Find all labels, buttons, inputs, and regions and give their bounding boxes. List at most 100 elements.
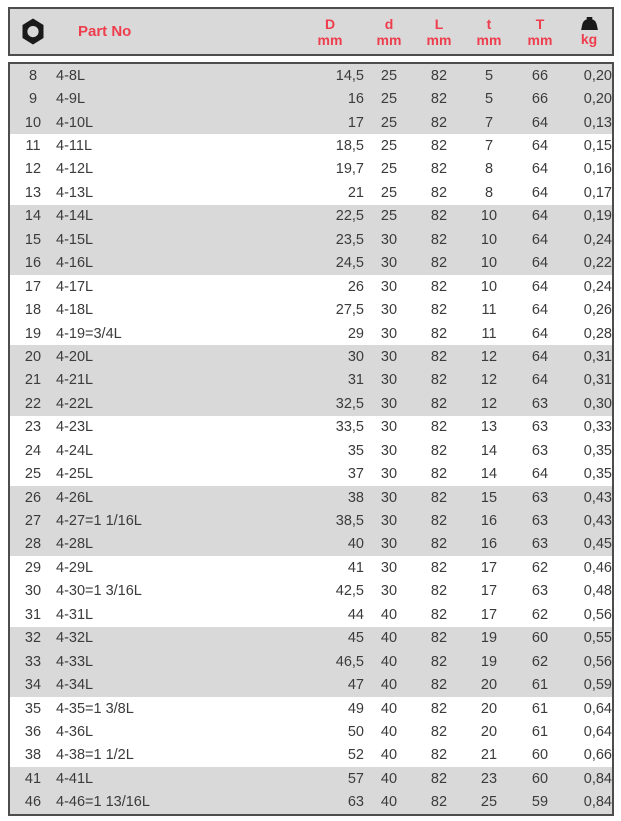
- cell-T: 62: [514, 649, 566, 674]
- cell-kg: 0,16: [583, 161, 612, 178]
- cell-D: 38: [296, 485, 364, 510]
- cell-T: 63: [531, 583, 549, 600]
- cell-kg: 0,17: [583, 184, 612, 201]
- cell-L: 82: [414, 228, 464, 252]
- table-row: 8 4-8L 14,5 25 82 5 66 0,20: [10, 64, 612, 88]
- cell-t: 10: [464, 251, 514, 275]
- table-row: 21 4-21L 31 30 82 12 64 0,31: [10, 368, 612, 393]
- cell-size: 34: [10, 673, 56, 697]
- cell-size: 20: [10, 345, 56, 369]
- cell-D: 26: [347, 278, 364, 295]
- cell-size: 15: [10, 228, 56, 252]
- cell-size: 18: [24, 302, 42, 319]
- cell-kg: 0,13: [566, 110, 612, 135]
- hex-nut-icon: [10, 18, 56, 45]
- table-row: 24 4-24L 35 30 82 14 63 0,35: [10, 439, 612, 462]
- cell-kg: 0,45: [566, 532, 612, 557]
- cell-size: 35: [24, 700, 42, 717]
- cell-D: 44: [347, 606, 364, 623]
- cell-size: 9: [10, 87, 56, 111]
- cell-T: 61: [514, 673, 566, 697]
- cell-L: 82: [414, 87, 464, 111]
- cell-kg: 0,55: [566, 626, 612, 650]
- cell-L: 82: [430, 723, 448, 740]
- cell-T: 61: [531, 700, 549, 717]
- cell-size: 31: [24, 606, 42, 623]
- cell-kg: 0,46: [583, 559, 612, 576]
- cell-t: 7: [484, 138, 494, 155]
- cell-T: 64: [514, 110, 566, 135]
- cell-L: 82: [430, 138, 448, 155]
- cell-D: 57: [296, 767, 364, 791]
- table-row: 27 4-27=1 1/16L 38,5 30 82 16 63 0,43: [10, 509, 612, 533]
- cell-D: 17: [296, 110, 364, 135]
- cell-D: 21: [347, 184, 364, 201]
- cell-D: 50: [347, 723, 364, 740]
- table-row: 20 4-20L 30 30 82 12 64 0,31: [10, 345, 612, 369]
- cell-size: 29: [24, 559, 42, 576]
- cell-d: 30: [380, 466, 398, 483]
- cell-kg: 0,24: [566, 228, 612, 252]
- table-row: 38 4-38=1 1/2L 52 40 82 21 60 0,66: [10, 744, 612, 767]
- cell-D: 49: [347, 700, 364, 717]
- table-row: 11 4-11L 18,5 25 82 7 64 0,15: [10, 134, 612, 157]
- cell-T: 64: [531, 161, 549, 178]
- cell-part_no: 4-20L: [56, 345, 296, 369]
- cell-T: 63: [514, 485, 566, 510]
- table-row: 18 4-18L 27,5 30 82 11 64 0,26: [10, 298, 612, 321]
- cell-part_no: 4-31L: [56, 606, 94, 623]
- cell-size: 30: [24, 583, 42, 600]
- cell-part_no: 4-13L: [56, 184, 94, 201]
- cell-size: 8: [10, 64, 56, 88]
- table-row: 35 4-35=1 3/8L 49 40 82 20 61 0,64: [10, 697, 612, 720]
- cell-t: 23: [464, 767, 514, 791]
- cell-L: 82: [430, 184, 448, 201]
- cell-size: 25: [24, 466, 42, 483]
- cell-kg: 0,26: [583, 302, 612, 319]
- cell-t: 17: [480, 559, 498, 576]
- cell-kg: 0,64: [583, 700, 612, 717]
- cell-T: 64: [514, 204, 566, 229]
- cell-t: 20: [464, 673, 514, 697]
- table-row: 19 4-19=3/4L 29 30 82 11 64 0,28: [10, 322, 612, 345]
- cell-D: 45: [296, 626, 364, 650]
- cell-L: 82: [414, 64, 464, 88]
- cell-size: 14: [10, 204, 56, 229]
- cell-d: 30: [380, 442, 398, 459]
- cell-t: 12: [464, 345, 514, 369]
- cell-D: 22,5: [296, 204, 364, 229]
- cell-t: 25: [464, 790, 514, 814]
- cell-t: 19: [464, 649, 514, 674]
- cell-kg: 0,33: [583, 419, 612, 436]
- cell-D: 42,5: [335, 583, 364, 600]
- cell-T: 60: [531, 747, 549, 764]
- cell-kg: 0,15: [583, 138, 612, 155]
- cell-kg: 0,43: [566, 485, 612, 510]
- cell-t: 20: [480, 700, 498, 717]
- cell-part_no: 4-26L: [56, 485, 296, 510]
- parts-table-panel: 8 4-8L 14,5 25 82 5 66 0,20 9 4-9L 16 25 82 5 66 0,20 10…: [8, 62, 614, 816]
- table-row: 46 4-46=1 13/16L 63 40 82 25 59 0,84: [10, 790, 612, 814]
- cell-size: 11: [25, 138, 41, 155]
- cell-T: 59: [514, 790, 566, 814]
- table-row: 34 4-34L 47 40 82 20 61 0,59: [10, 673, 612, 697]
- table-row: 28 4-28L 40 30 82 16 63 0,45: [10, 532, 612, 557]
- cell-part_no: 4-15L: [56, 228, 296, 252]
- cell-d: 30: [364, 485, 414, 510]
- cell-t: 16: [464, 532, 514, 557]
- table-row: 29 4-29L 41 30 82 17 62 0,46: [10, 556, 612, 579]
- table-row: 41 4-41L 57 40 82 23 60 0,84: [10, 767, 612, 791]
- cell-t: 5: [464, 64, 514, 88]
- cell-D: 41: [347, 559, 364, 576]
- cell-T: 60: [514, 767, 566, 791]
- cell-T: 64: [514, 368, 566, 393]
- cell-part_no: 4-22L: [56, 392, 296, 416]
- table-row: 31 4-31L 44 40 82 17 62 0,56: [10, 603, 612, 626]
- cell-kg: 0,66: [583, 747, 612, 764]
- cell-D: 24,5: [296, 251, 364, 275]
- cell-T: 66: [514, 87, 566, 111]
- cell-L: 82: [414, 790, 464, 814]
- table-row: 12 4-12L 19,7 25 82 8 64 0,16: [10, 158, 612, 181]
- cell-L: 82: [430, 442, 448, 459]
- cell-d: 25: [364, 204, 414, 229]
